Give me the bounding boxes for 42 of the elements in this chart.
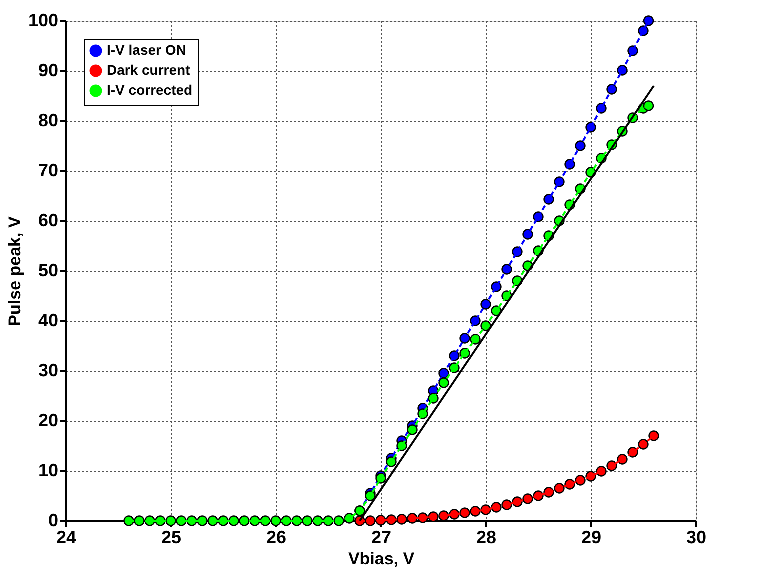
y-tick-label: 60 [38, 210, 58, 230]
x-tick-label: 24 [56, 528, 77, 548]
point [334, 516, 344, 526]
legend-label: I-V corrected [107, 82, 193, 98]
y-tick-label: 50 [38, 260, 58, 280]
point [460, 333, 470, 344]
y-tick-label: 20 [38, 410, 58, 430]
y-tick-label: 0 [48, 510, 58, 530]
point [302, 516, 313, 526]
x-tick-label: 27 [371, 528, 392, 548]
y-tick-label: 100 [28, 10, 58, 30]
point [643, 100, 654, 112]
y-tick-label: 80 [38, 110, 58, 130]
y-tick-label: 40 [38, 310, 58, 330]
point [270, 516, 282, 526]
y-axis-title: Pulse peak, V [5, 216, 24, 326]
point [522, 494, 534, 504]
x-tick-label: 26 [266, 528, 287, 548]
x-axis-title: Vbias, V [348, 550, 416, 568]
point [480, 299, 492, 310]
y-tick-label: 30 [38, 360, 58, 380]
point [638, 439, 649, 450]
y-tick-label: 10 [38, 460, 58, 480]
point [407, 424, 418, 436]
legend-label: Dark current [107, 62, 191, 78]
x-tick-label: 30 [686, 528, 707, 548]
x-tick-label: 25 [161, 528, 182, 548]
point [365, 516, 376, 526]
legend-label: I-V laser ON [107, 42, 186, 58]
point [554, 483, 565, 494]
point [643, 16, 654, 26]
point [134, 516, 145, 526]
x-tick-label: 28 [476, 528, 497, 548]
y-tick-label: 70 [38, 160, 58, 180]
y-tick-label: 90 [38, 60, 58, 80]
point [438, 378, 450, 388]
point [124, 516, 134, 526]
point [502, 264, 512, 275]
x-tick-label: 29 [581, 528, 602, 548]
point [575, 140, 586, 152]
point [648, 430, 660, 442]
point [606, 84, 618, 95]
